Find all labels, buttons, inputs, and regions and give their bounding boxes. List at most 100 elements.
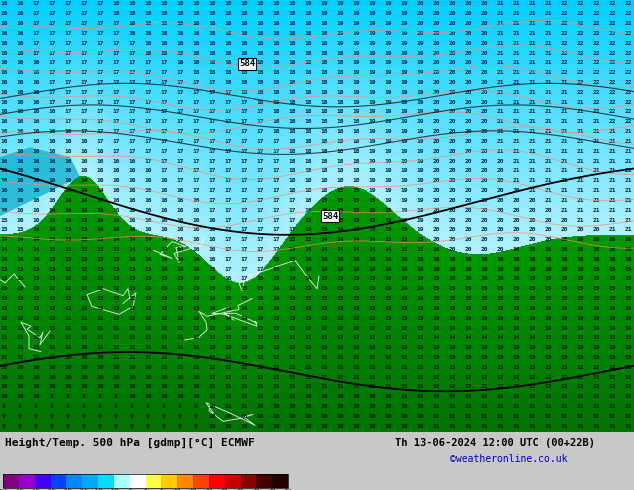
Text: 22: 22 [560,60,568,65]
Text: 19: 19 [417,119,424,124]
Text: 17: 17 [160,149,168,154]
Text: 11: 11 [288,394,295,399]
Text: 19: 19 [353,21,359,26]
Text: 14: 14 [417,267,424,271]
Text: 9: 9 [162,424,166,429]
Text: 22: 22 [624,31,631,36]
Text: 17: 17 [145,70,152,75]
Text: 20: 20 [480,208,488,213]
Text: 10: 10 [145,365,152,370]
Text: 12: 12 [576,375,584,380]
Text: 16: 16 [0,129,8,134]
Text: 16: 16 [192,198,200,203]
Text: 17: 17 [272,139,280,144]
Text: 13: 13 [432,355,440,360]
Text: 19: 19 [353,99,359,105]
Text: 16: 16 [608,247,616,252]
Text: 12: 12 [336,335,344,341]
Text: 16: 16 [128,208,136,213]
Text: 14: 14 [0,247,8,252]
Text: 14: 14 [320,247,328,252]
Text: 18: 18 [145,11,152,16]
Text: 19: 19 [384,149,392,154]
Text: 21: 21 [608,169,616,173]
Text: 17: 17 [288,227,295,232]
Text: 22: 22 [608,41,616,46]
Text: 17: 17 [208,188,216,193]
Text: 20: 20 [480,109,488,115]
Text: 13: 13 [480,345,488,350]
Text: 11: 11 [0,345,8,350]
Text: 20: 20 [432,50,440,55]
Text: 17: 17 [96,21,104,26]
Text: 17: 17 [145,159,152,164]
Text: 21: 21 [624,129,631,134]
Text: 18: 18 [208,50,216,55]
Text: 20: 20 [512,237,520,242]
Bar [130,474,145,488]
Text: 17: 17 [208,119,216,124]
Text: 14: 14 [64,188,72,193]
Text: 21: 21 [608,149,616,154]
Text: 18: 18 [240,60,248,65]
Text: 15: 15 [576,286,584,291]
Text: 14: 14 [608,316,616,321]
Text: 13: 13 [368,306,376,311]
Text: 17: 17 [112,139,120,144]
Text: 11: 11 [496,424,504,429]
Text: 18: 18 [336,99,344,105]
Text: 21: 21 [576,159,584,164]
Text: 11: 11 [608,414,616,419]
Text: 16: 16 [0,41,8,46]
Text: 12: 12 [400,335,408,341]
Text: 15: 15 [417,247,424,252]
Text: 16: 16 [592,247,600,252]
Text: 21: 21 [608,159,616,164]
Text: 14: 14 [16,247,23,252]
Text: 17: 17 [208,90,216,95]
Text: 20: 20 [464,1,472,6]
Text: 12: 12 [624,365,631,370]
Text: 17: 17 [240,227,248,232]
Text: 16: 16 [64,169,72,173]
Text: 11: 11 [528,414,536,419]
Text: 20: 20 [480,129,488,134]
Text: 11: 11 [353,365,359,370]
Text: 12: 12 [288,345,295,350]
Text: 17: 17 [272,159,280,164]
Text: 12: 12 [160,306,168,311]
Text: 13: 13 [592,345,600,350]
Text: 20: 20 [432,21,440,26]
Text: 14: 14 [560,325,568,331]
Text: 17: 17 [48,41,56,46]
Text: 10: 10 [81,385,87,390]
Text: 10: 10 [288,404,295,409]
Text: 20: 20 [448,178,456,183]
Text: 11: 11 [560,404,568,409]
Text: 20: 20 [432,11,440,16]
Text: 16: 16 [560,267,568,271]
Text: 9: 9 [162,414,166,419]
Text: 12: 12 [32,325,40,331]
Text: 17: 17 [224,267,232,271]
Text: 10: 10 [384,404,392,409]
Text: 11: 11 [592,404,600,409]
Text: 11: 11 [544,424,552,429]
Text: 14: 14 [208,296,216,301]
Text: 11: 11 [400,394,408,399]
Text: 17: 17 [224,139,232,144]
Text: 11: 11 [384,385,392,390]
Text: 13: 13 [576,355,584,360]
Text: 0: 0 [144,489,147,490]
Text: 10: 10 [368,424,376,429]
Text: 12: 12 [128,316,136,321]
Text: 18: 18 [192,31,200,36]
Text: 19: 19 [400,11,408,16]
Text: 17: 17 [64,90,72,95]
Text: 13: 13 [496,365,504,370]
Text: 13: 13 [417,316,424,321]
Text: 17: 17 [160,169,168,173]
Text: 10: 10 [353,404,359,409]
Text: 17: 17 [208,198,216,203]
Text: 21: 21 [576,218,584,222]
